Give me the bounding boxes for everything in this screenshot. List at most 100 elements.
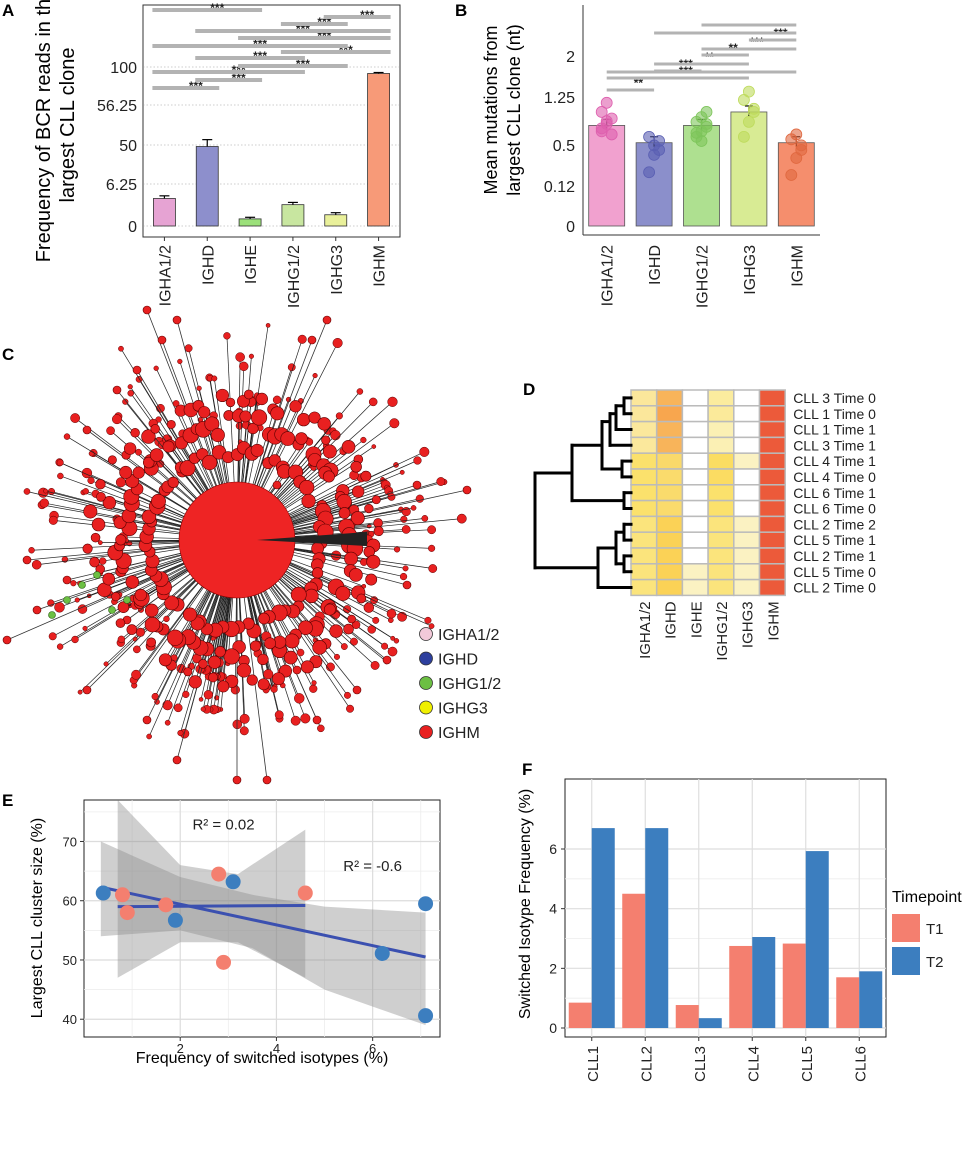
y-axis-label: Largest CLL cluster size (%) bbox=[29, 818, 46, 1018]
tree-node bbox=[300, 660, 314, 674]
tree-branch bbox=[275, 496, 392, 530]
bar-t2 bbox=[752, 937, 776, 1028]
data-point bbox=[600, 115, 613, 128]
tree-node bbox=[239, 726, 249, 736]
tree-node bbox=[131, 669, 142, 680]
tree-node bbox=[401, 525, 411, 534]
bar bbox=[324, 214, 348, 227]
heatmap-cell bbox=[630, 452, 658, 470]
data-point bbox=[119, 905, 135, 921]
heatmap-cell bbox=[758, 578, 786, 597]
legend-swatch bbox=[892, 914, 920, 942]
tree-node bbox=[462, 485, 472, 495]
heatmap-cell bbox=[707, 452, 735, 470]
tree-node bbox=[87, 476, 95, 485]
heatmap-cell bbox=[707, 468, 735, 486]
significance-label: *** bbox=[189, 79, 203, 93]
tree-node bbox=[402, 565, 409, 572]
tree-node bbox=[215, 388, 229, 403]
x-tick-label: IGHG3 bbox=[742, 245, 759, 295]
tree-node bbox=[56, 643, 64, 650]
legend-label: IGHA1/2 bbox=[438, 627, 499, 644]
tree-node bbox=[91, 517, 106, 532]
y-tick-label: 0 bbox=[549, 1020, 557, 1036]
heatmap-cell bbox=[758, 531, 786, 549]
tree-node bbox=[270, 406, 285, 421]
tree-node bbox=[149, 448, 164, 462]
tree-node bbox=[312, 715, 322, 725]
x-tick-label: CLL4 bbox=[745, 1046, 762, 1082]
tree-node bbox=[32, 605, 42, 615]
tree-node bbox=[402, 580, 412, 590]
tree-node bbox=[332, 337, 343, 349]
heatmap-cell bbox=[707, 499, 735, 518]
heatmap-cell bbox=[630, 578, 658, 597]
heatmap-cell bbox=[681, 468, 709, 486]
y-tick-label: 56.25 bbox=[97, 98, 137, 115]
tree-node bbox=[102, 572, 116, 586]
heatmap-cell bbox=[707, 389, 735, 407]
tree-node bbox=[292, 665, 302, 675]
heatmap-cell bbox=[758, 515, 786, 533]
heatmap-cell bbox=[630, 436, 658, 454]
x-tick-label: IGHM bbox=[372, 245, 389, 287]
tree-node bbox=[146, 733, 152, 740]
y-axis-label: Switched Isotype Frequency (%) bbox=[517, 789, 534, 1019]
heatmap-cell bbox=[707, 531, 735, 549]
tree-node bbox=[208, 672, 218, 683]
tree-branch bbox=[148, 576, 221, 737]
heatmap-cell bbox=[758, 499, 786, 518]
tree-node bbox=[90, 532, 101, 543]
tree-branch bbox=[135, 571, 214, 675]
panel-f-bar-chart: 0 2 4 6 CLL1 CLL2 CLL3 CLL4 CLL5 CLL6 Switched Iso… bbox=[517, 778, 962, 1082]
tree-node bbox=[82, 488, 89, 495]
tree-node bbox=[211, 375, 218, 382]
tree-node bbox=[184, 344, 193, 353]
y-tick-label: 50 bbox=[119, 138, 137, 155]
tree-node bbox=[126, 624, 138, 635]
bar bbox=[195, 146, 219, 227]
tree-node bbox=[62, 575, 72, 585]
row-label: CLL 2 Time 2 bbox=[793, 516, 876, 532]
tree-node bbox=[419, 446, 430, 457]
tree-node bbox=[132, 365, 142, 375]
tree-node bbox=[182, 690, 190, 698]
x-tick-label: IGHD bbox=[200, 245, 217, 285]
tree-node bbox=[300, 713, 311, 724]
data-point bbox=[785, 169, 798, 181]
tree-node bbox=[257, 653, 269, 666]
data-point bbox=[605, 128, 618, 141]
data-point bbox=[114, 887, 130, 903]
tree-node bbox=[370, 661, 380, 670]
x-tick-label: CLL2 bbox=[638, 1046, 655, 1082]
tree-node bbox=[373, 526, 384, 537]
bar-t2 bbox=[859, 971, 883, 1028]
y-tick-label: 100 bbox=[110, 60, 137, 77]
data-point bbox=[700, 118, 713, 130]
tree-node bbox=[103, 661, 109, 667]
tree-node bbox=[308, 411, 321, 424]
tree-branch bbox=[82, 556, 201, 610]
tree-node bbox=[299, 479, 315, 495]
x-tick-label: 6 bbox=[369, 1041, 376, 1056]
legend-label: IGHM bbox=[438, 725, 480, 742]
y-tick-label: 0 bbox=[128, 219, 137, 236]
heatmap-cell bbox=[733, 405, 761, 423]
heatmap-cell bbox=[733, 420, 761, 439]
tree-node bbox=[232, 775, 242, 785]
heatmap-cell bbox=[630, 531, 658, 549]
y-tick-label: 1.25 bbox=[544, 90, 575, 107]
tree-node bbox=[198, 659, 208, 669]
tree-node bbox=[89, 556, 100, 568]
heatmap-cell bbox=[655, 468, 684, 486]
tree-node bbox=[397, 611, 407, 622]
tree-node bbox=[217, 680, 230, 693]
confidence-band bbox=[100, 841, 426, 1026]
tree-node bbox=[31, 559, 42, 570]
data-point bbox=[418, 1008, 434, 1024]
tree-node bbox=[412, 480, 422, 490]
tree-node bbox=[106, 426, 115, 436]
data-point bbox=[738, 130, 750, 143]
tree-node bbox=[130, 428, 140, 438]
tree-node bbox=[317, 724, 325, 733]
